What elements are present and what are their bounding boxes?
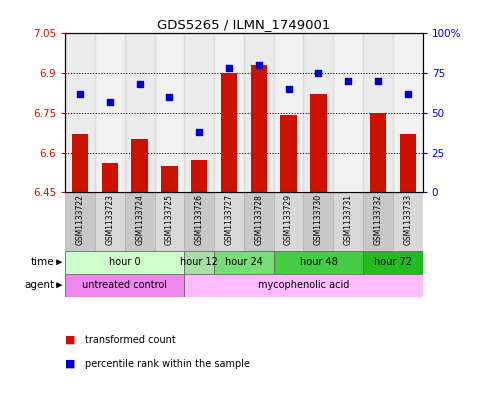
Bar: [102, 163, 118, 192]
Text: hour 24: hour 24: [225, 257, 263, 267]
Point: [166, 94, 173, 100]
Bar: [125, 192, 155, 251]
Bar: [95, 192, 125, 251]
Point: [76, 91, 84, 97]
Point: [195, 129, 203, 135]
Point: [285, 86, 293, 92]
Bar: [333, 192, 363, 251]
Bar: [185, 192, 214, 251]
Bar: [72, 134, 88, 192]
Bar: [65, 274, 185, 297]
Bar: [274, 192, 303, 251]
Point: [404, 91, 412, 97]
Text: GSM1133725: GSM1133725: [165, 194, 174, 245]
Bar: [303, 192, 333, 251]
Bar: [363, 33, 393, 192]
Text: agent: agent: [25, 280, 55, 290]
Bar: [251, 65, 267, 192]
Bar: [185, 274, 423, 297]
Title: GDS5265 / ILMN_1749001: GDS5265 / ILMN_1749001: [157, 18, 330, 31]
Bar: [185, 33, 214, 192]
Text: percentile rank within the sample: percentile rank within the sample: [85, 358, 250, 369]
Point: [314, 70, 322, 76]
Text: mycophenolic acid: mycophenolic acid: [258, 280, 349, 290]
Text: GSM1133723: GSM1133723: [105, 194, 114, 245]
Bar: [393, 33, 423, 192]
Point: [374, 78, 382, 84]
Point: [344, 78, 352, 84]
Text: hour 72: hour 72: [374, 257, 412, 267]
Text: hour 0: hour 0: [109, 257, 141, 267]
Text: GSM1133726: GSM1133726: [195, 194, 204, 245]
Text: hour 48: hour 48: [299, 257, 337, 267]
Text: ■: ■: [65, 358, 76, 369]
Text: ■: ■: [65, 335, 76, 345]
Point: [255, 62, 263, 68]
Bar: [214, 33, 244, 192]
Bar: [214, 251, 274, 274]
Bar: [274, 251, 363, 274]
Bar: [393, 192, 423, 251]
Bar: [155, 33, 185, 192]
Text: transformed count: transformed count: [85, 335, 175, 345]
Bar: [244, 33, 274, 192]
Bar: [221, 73, 237, 192]
Text: untreated control: untreated control: [82, 280, 167, 290]
Bar: [65, 251, 185, 274]
Bar: [125, 33, 155, 192]
Point: [106, 99, 114, 105]
Text: time: time: [31, 257, 55, 267]
Bar: [95, 33, 125, 192]
Bar: [244, 192, 274, 251]
Bar: [185, 251, 214, 274]
Text: GSM1133733: GSM1133733: [403, 194, 412, 245]
Point: [136, 81, 143, 87]
Text: GSM1133731: GSM1133731: [344, 194, 353, 245]
Bar: [370, 113, 386, 192]
Text: GSM1133724: GSM1133724: [135, 194, 144, 245]
Bar: [214, 192, 244, 251]
Bar: [65, 192, 95, 251]
Bar: [274, 33, 303, 192]
Bar: [363, 251, 423, 274]
Text: GSM1133729: GSM1133729: [284, 194, 293, 245]
Bar: [303, 33, 333, 192]
Bar: [191, 160, 207, 192]
Text: GSM1133728: GSM1133728: [255, 194, 263, 245]
Text: GSM1133727: GSM1133727: [225, 194, 233, 245]
Bar: [333, 33, 363, 192]
Text: GSM1133732: GSM1133732: [373, 194, 383, 245]
Bar: [161, 166, 178, 192]
Bar: [310, 94, 327, 192]
Bar: [363, 192, 393, 251]
Text: hour 12: hour 12: [180, 257, 218, 267]
Text: GSM1133722: GSM1133722: [76, 194, 85, 245]
Bar: [281, 116, 297, 192]
Bar: [65, 33, 95, 192]
Bar: [399, 134, 416, 192]
Point: [225, 65, 233, 72]
Bar: [155, 192, 185, 251]
Bar: [131, 139, 148, 192]
Text: GSM1133730: GSM1133730: [314, 194, 323, 245]
